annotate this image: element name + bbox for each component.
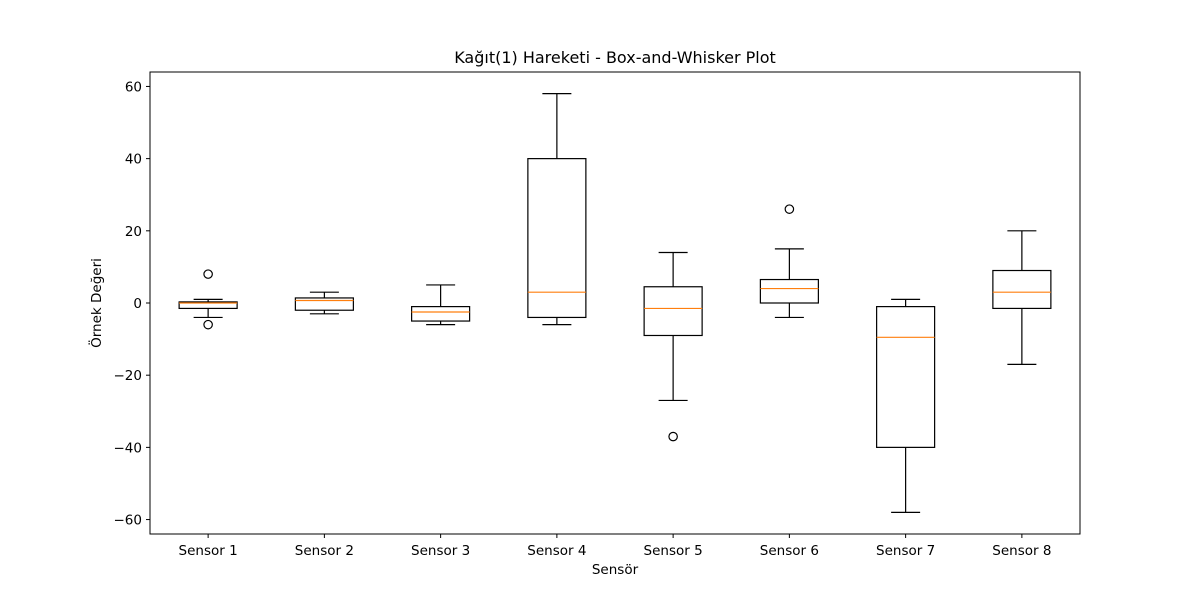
outlier-point [668, 431, 678, 442]
y-tick-label: 40 [125, 152, 142, 168]
x-tick-label: Sensor 3 [411, 543, 470, 559]
x-tick-label: Sensor 5 [644, 543, 703, 559]
outlier-point [784, 204, 795, 214]
box-iqr [294, 297, 354, 311]
box-iqr [643, 286, 703, 337]
box-iqr [411, 306, 471, 322]
y-tick-label: 60 [125, 79, 142, 95]
outlier-point [203, 269, 213, 279]
plot-area: −60 −40 −20 0 20 40 60 Sensor 1 Sensor 2 Sensor 3… [114, 71, 1081, 559]
x-tick-label: Sensor 1 [179, 543, 238, 559]
box-iqr [178, 301, 238, 310]
x-tick-label: Sensor 2 [295, 543, 354, 559]
box-iqr [876, 306, 936, 448]
x-tick-label: Sensor 8 [992, 543, 1051, 559]
y-tick-label: 0 [133, 296, 142, 312]
y-axis-title: Örnek Değeri [87, 258, 105, 348]
y-tick-label: −40 [114, 440, 143, 456]
x-axis-title: Sensör [592, 562, 639, 578]
x-tick-label: Sensor 4 [527, 543, 586, 559]
box-iqr [527, 158, 587, 319]
plot-frame [149, 71, 1081, 535]
x-tick-label: Sensor 6 [760, 543, 819, 559]
chart-title: Kağıt(1) Hareketi - Box-and-Whisker Plot [454, 48, 776, 67]
y-tick-label: −60 [114, 513, 143, 529]
y-tick-label: −20 [114, 368, 143, 384]
x-tick-label: Sensor 7 [876, 543, 935, 559]
box-iqr [759, 278, 819, 304]
y-tick-label: 20 [125, 224, 142, 240]
outlier-point [203, 319, 213, 330]
box-iqr [992, 269, 1052, 310]
